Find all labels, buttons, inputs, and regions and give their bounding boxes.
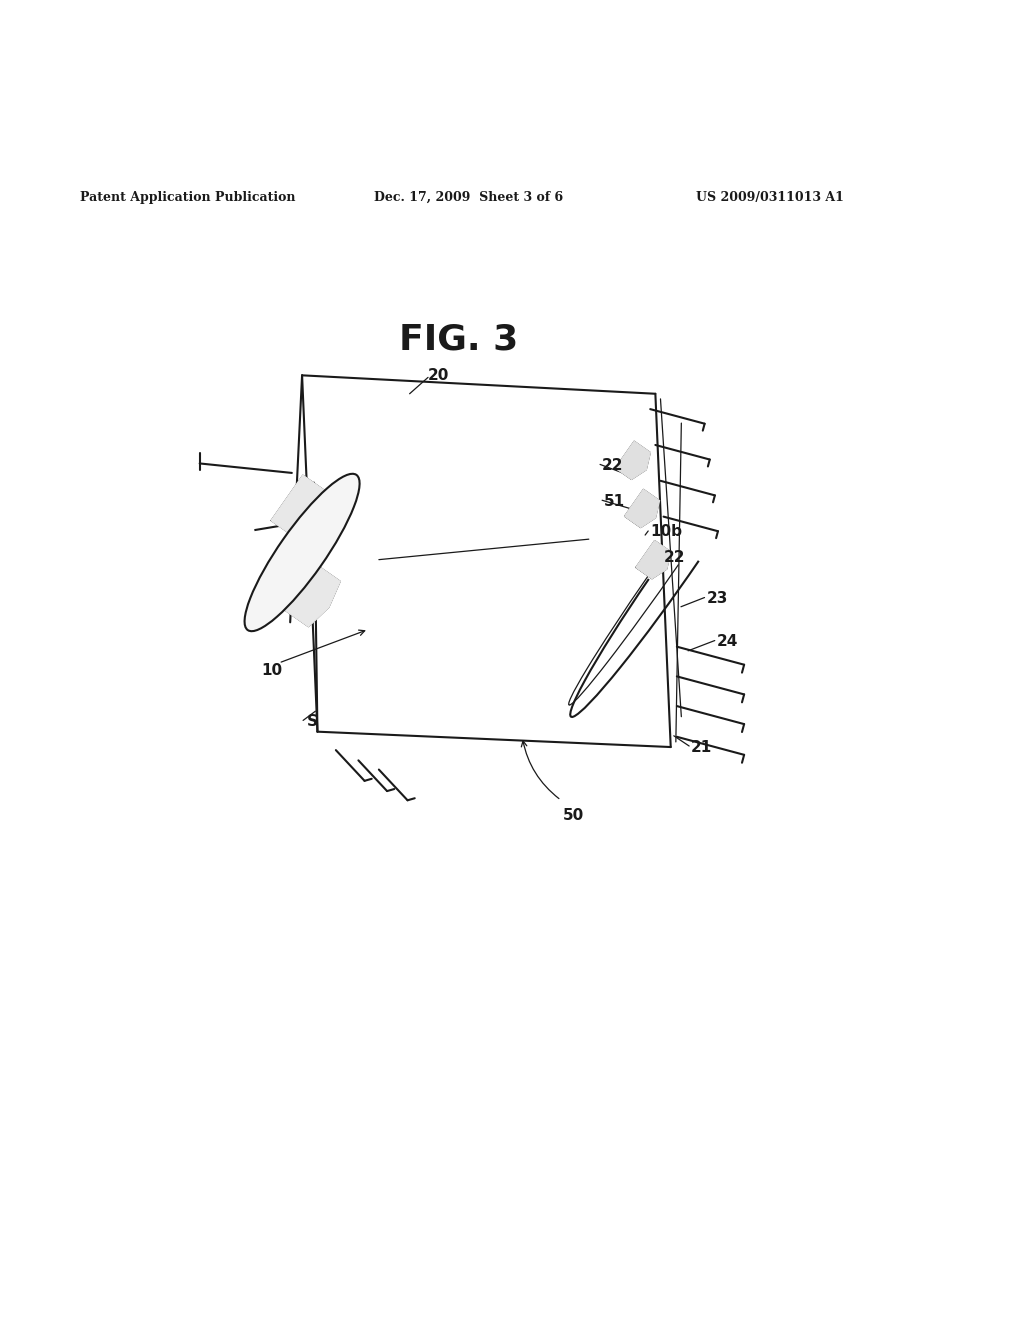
Polygon shape — [615, 441, 650, 479]
Text: 50: 50 — [563, 808, 585, 824]
Text: 24: 24 — [717, 634, 738, 649]
Text: 10b: 10b — [650, 524, 682, 540]
Text: S: S — [307, 714, 318, 729]
Text: 23: 23 — [707, 591, 728, 606]
Text: 20: 20 — [428, 368, 450, 383]
Text: 51: 51 — [604, 494, 626, 508]
Polygon shape — [636, 541, 671, 578]
Text: FIG. 3: FIG. 3 — [399, 322, 518, 356]
Ellipse shape — [245, 474, 359, 631]
Text: Dec. 17, 2009  Sheet 3 of 6: Dec. 17, 2009 Sheet 3 of 6 — [374, 191, 563, 205]
Text: 10: 10 — [261, 663, 283, 677]
Text: 22: 22 — [602, 458, 624, 473]
Text: 21: 21 — [691, 739, 713, 755]
Text: 22: 22 — [664, 550, 685, 565]
Polygon shape — [279, 560, 340, 627]
Polygon shape — [625, 490, 659, 528]
Text: Patent Application Publication: Patent Application Publication — [80, 191, 295, 205]
Text: US 2009/0311013 A1: US 2009/0311013 A1 — [696, 191, 844, 205]
Polygon shape — [271, 475, 333, 541]
